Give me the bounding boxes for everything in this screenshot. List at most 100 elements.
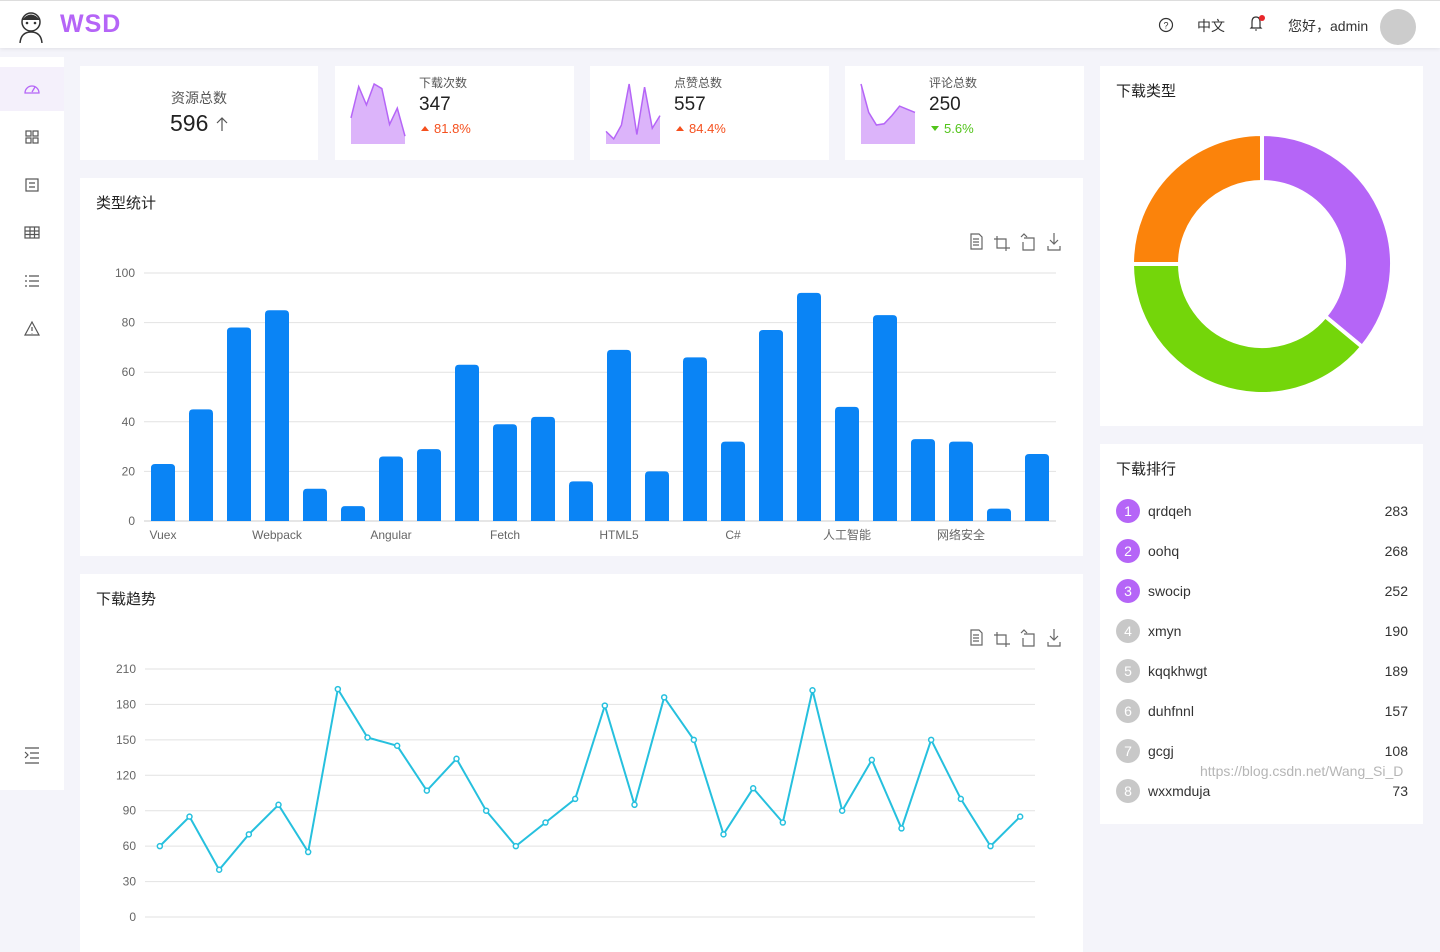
data-view-icon[interactable]: [970, 629, 983, 646]
rank-value: 73: [1392, 783, 1408, 799]
rank-value: 190: [1384, 623, 1408, 639]
save-icon[interactable]: [1047, 629, 1061, 647]
chart-toolbox: [970, 629, 1061, 647]
line-chart-card: 下载趋势 0 30 60 90 120 150 180 210: [80, 574, 1083, 952]
stat-change: 5.6%: [944, 121, 974, 136]
svg-text:?: ?: [1163, 21, 1168, 31]
stat-value: 557: [674, 94, 706, 115]
data-view-icon[interactable]: [970, 233, 983, 250]
x-tick-label: Fetch: [490, 528, 520, 542]
zoom-icon[interactable]: [994, 236, 1010, 251]
y-tick-label: 40: [122, 415, 136, 429]
rank-value: 189: [1384, 663, 1408, 679]
pie-chart-card: 下载类型: [1100, 66, 1423, 426]
rank-value: 252: [1384, 583, 1408, 599]
line-point: [957, 795, 965, 803]
components-icon[interactable]: [25, 130, 39, 144]
stat-card: 下载次数 347 81.8%: [335, 66, 574, 160]
rank-name: oohq: [1148, 543, 1180, 559]
bar: [379, 456, 403, 521]
brand[interactable]: WSD: [60, 10, 122, 38]
zoom-icon[interactable]: [994, 632, 1010, 647]
line-point: [987, 842, 994, 850]
sidebar-icons: [0, 67, 64, 764]
x-tick-label: Vuex: [150, 528, 177, 542]
sparkline: [860, 83, 916, 144]
ranking-card: 下载排行 1 qrdqeh 283 2 oohq 268 3 swocip 252 4 xmyn 19…: [1100, 444, 1423, 824]
line-point: [304, 848, 312, 856]
sparkline: [605, 83, 661, 144]
rank-badge: 2: [1116, 539, 1140, 563]
line-point: [749, 785, 757, 792]
list-icon[interactable]: [25, 275, 39, 287]
ranking-title: 下载排行: [1116, 461, 1177, 478]
bar: [493, 424, 517, 521]
y-tick-label: 0: [128, 514, 135, 528]
donut-slice: [1130, 132, 1264, 266]
rank-name: xmyn: [1148, 623, 1182, 639]
notification-bell[interactable]: [1248, 14, 1266, 34]
rank-value: 283: [1384, 503, 1408, 519]
active-item-bg[interactable]: [0, 67, 64, 111]
line-point: [779, 819, 787, 826]
line-point: [482, 807, 490, 814]
bar: [949, 441, 973, 521]
x-tick-label: 网络安全: [937, 527, 985, 542]
rank-value: 108: [1384, 743, 1408, 759]
y-tick-label: 60: [123, 839, 137, 853]
stat-change: 81.8%: [434, 121, 471, 136]
restore-icon[interactable]: [1020, 629, 1035, 647]
language-switch[interactable]: 中文: [1197, 18, 1225, 34]
line-point: [512, 842, 520, 850]
restore-icon[interactable]: [1020, 233, 1035, 251]
sparkline-area: [351, 84, 405, 144]
x-tick-label: Angular: [370, 528, 411, 542]
avatar[interactable]: [1380, 9, 1416, 45]
rank-name: swocip: [1148, 583, 1191, 599]
line-point: [868, 756, 876, 764]
help-icon[interactable]: ?: [1158, 17, 1174, 33]
line-point: [809, 687, 816, 694]
bar: [303, 488, 327, 521]
warning-icon[interactable]: [23, 320, 41, 336]
bar: [227, 327, 251, 521]
y-tick-label: 150: [116, 733, 136, 747]
x-tick-label: Webpack: [252, 528, 303, 542]
bar: [607, 349, 631, 521]
y-tick-label: 100: [115, 266, 135, 280]
table-icon[interactable]: [24, 226, 40, 239]
bar: [721, 441, 745, 521]
bar: [341, 506, 365, 521]
resource-label: 资源总数: [171, 90, 227, 106]
rank-badge: 1: [1116, 499, 1140, 523]
trend-triangle: [676, 126, 684, 131]
save-icon[interactable]: [1047, 233, 1061, 251]
line-chart: 0 30 60 90 120 150 180 210: [116, 629, 1061, 924]
header: WSD ? 中文 您好，admin: [0, 0, 1440, 48]
form-icon[interactable]: [25, 178, 39, 192]
collapse-icon[interactable]: [24, 747, 39, 764]
y-tick-label: 180: [116, 697, 136, 711]
line-point: [898, 825, 905, 832]
line-point: [690, 736, 698, 744]
line-point: [838, 807, 846, 814]
greeting[interactable]: 您好，admin: [1288, 18, 1369, 34]
rank-value: 157: [1384, 703, 1408, 719]
stat-change: 84.4%: [689, 121, 726, 136]
ranking-row: 2 oohq 268: [1100, 539, 1423, 563]
bar: [797, 292, 821, 521]
x-tick-label: C#: [725, 528, 741, 542]
rank-value: 268: [1384, 543, 1408, 559]
bar: [531, 416, 555, 521]
dashboard-icon[interactable]: [24, 85, 40, 94]
bar: [835, 406, 859, 521]
sparkline-line: [350, 82, 406, 137]
bar-chart: 0 20 40 60 80 100 Vuex Webpack Angular Fetch HTML5…: [115, 233, 1061, 542]
chart-title: 下载趋势: [96, 591, 157, 608]
ranking-row: 3 swocip 252: [1100, 579, 1423, 603]
stat-label: 点赞总数: [674, 76, 723, 90]
rank-name: duhfnnl: [1148, 703, 1194, 719]
line-point: [927, 736, 935, 744]
rank-name: kqqkhwgt: [1148, 663, 1208, 679]
stat-value: 250: [929, 94, 961, 115]
